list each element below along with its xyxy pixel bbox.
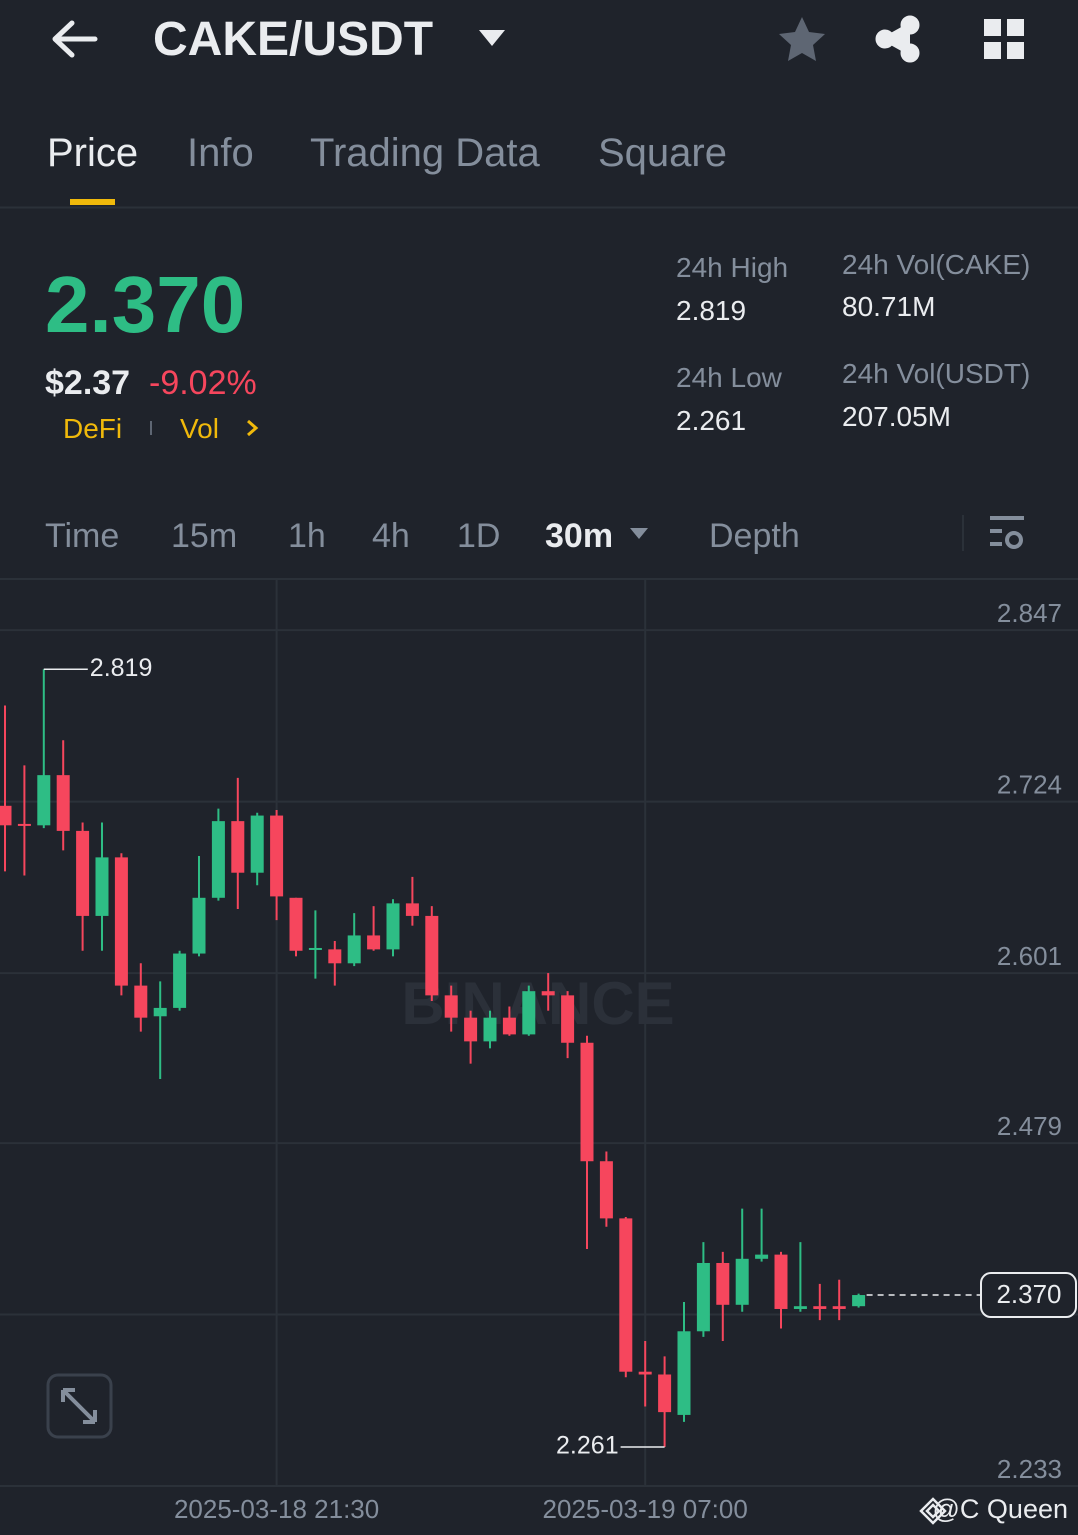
price-change: -9.02% — [149, 364, 257, 402]
candle-body — [405, 903, 419, 916]
share-button[interactable] — [875, 15, 920, 63]
interval[interactable]: 4h — [372, 517, 410, 555]
candle-body — [852, 1295, 866, 1307]
stat-label: 24h Low — [676, 362, 782, 393]
usd-price: $2.37 — [45, 364, 131, 402]
candle-body — [658, 1374, 672, 1413]
candle-body — [425, 915, 439, 996]
candle-body — [289, 897, 303, 951]
candle-body — [755, 1254, 769, 1259]
candle-body — [735, 1258, 749, 1305]
credit: @C Queen — [933, 1494, 1068, 1524]
tab[interactable]: Square — [598, 131, 727, 175]
candle-body — [793, 1306, 807, 1309]
x-tick-label: 2025-03-18 21:30 — [174, 1494, 379, 1524]
y-tick-label: 2.233 — [997, 1454, 1062, 1484]
chart-settings[interactable] — [990, 516, 1024, 549]
candle-body — [483, 1017, 497, 1042]
candle-body — [153, 1007, 167, 1017]
tab[interactable]: Trading Data — [310, 131, 540, 175]
candle-body — [173, 953, 187, 1008]
stat-label: 24h Vol(CAKE) — [842, 249, 1031, 280]
watermark: BINANCE — [401, 970, 674, 1037]
fullscreen-button[interactable] — [46, 1373, 113, 1439]
candle-body — [464, 1017, 478, 1042]
candle-body — [502, 1017, 516, 1035]
interval[interactable]: 1h — [288, 517, 326, 555]
pair-dropdown[interactable] — [479, 30, 505, 46]
last-price-box — [980, 1272, 1077, 1319]
low-label: 2.261 — [556, 1432, 619, 1460]
candle-body — [367, 935, 381, 950]
candlestick-chart: BINANCE @C Queen 2.847 2.724 2.601 2.479 2.3… — [0, 580, 1078, 1525]
candle-body — [774, 1254, 788, 1309]
pair-title[interactable]: CAKE/USDT — [153, 13, 434, 66]
y-tick-label: 2.601 — [997, 941, 1062, 971]
candle-body — [561, 995, 575, 1043]
back-button[interactable] — [52, 20, 98, 58]
candle-body — [696, 1262, 710, 1332]
tag[interactable]: DeFi — [63, 413, 123, 444]
last-price-label: 2.370 — [996, 1279, 1061, 1309]
interval-dropdown[interactable] — [630, 528, 648, 539]
candle-body — [192, 897, 206, 954]
candle-body — [677, 1331, 691, 1415]
candle-body — [522, 991, 536, 1035]
candle-body — [250, 815, 264, 873]
interval[interactable]: 1D — [457, 517, 501, 555]
candle-body — [813, 1306, 827, 1309]
candle-body — [211, 821, 225, 898]
interval[interactable]: Depth — [709, 517, 800, 555]
candle-body — [328, 949, 342, 964]
candle-body — [599, 1161, 613, 1219]
interval-active[interactable]: 30m — [545, 517, 614, 555]
x-tick-label: 2025-03-19 07:00 — [543, 1494, 748, 1524]
vol-chevron[interactable] — [247, 419, 259, 437]
candle-body — [386, 903, 400, 950]
y-tick-label: 2.847 — [997, 598, 1062, 628]
candle-body — [308, 947, 322, 950]
interval[interactable]: Time — [45, 517, 120, 555]
tab[interactable]: Info — [187, 131, 254, 175]
y-tick-label: 2.479 — [997, 1111, 1062, 1141]
tab-indicator — [70, 199, 115, 205]
tab[interactable]: Price — [47, 131, 139, 175]
stat-value: 80.71M — [842, 291, 936, 322]
grid — [0, 580, 1078, 1487]
candle-body — [37, 775, 51, 826]
high-label: 2.819 — [90, 654, 153, 682]
candle-body — [134, 985, 148, 1018]
candle-body — [716, 1262, 730, 1305]
stat-label: 24h Vol(USDT) — [842, 358, 1031, 389]
stat-value: 2.261 — [676, 405, 747, 436]
candle-body — [444, 995, 458, 1018]
candle-body — [580, 1042, 594, 1162]
credit-icon — [919, 1497, 947, 1525]
candle-body — [95, 857, 109, 916]
candle-body — [17, 823, 31, 826]
candle-body — [270, 815, 284, 897]
y-tick-label: 2.724 — [997, 769, 1062, 799]
stat-value: 2.819 — [676, 295, 747, 326]
candle-body — [638, 1371, 652, 1375]
menu-grid[interactable] — [984, 19, 1024, 59]
candle-body — [114, 857, 128, 986]
last-price: 2.370 — [45, 260, 246, 349]
favorite-star[interactable] — [779, 17, 825, 61]
candle-body — [56, 775, 70, 831]
candle-body — [76, 830, 90, 916]
interval[interactable]: 15m — [171, 517, 238, 555]
candle-body — [619, 1218, 633, 1372]
candle-body — [0, 805, 12, 826]
top-icons — [0, 15, 1078, 580]
candle-body — [541, 991, 555, 996]
stat-label: 24h High — [676, 252, 789, 283]
candle-body — [832, 1306, 846, 1309]
candle-body — [231, 821, 245, 873]
candle-body — [347, 935, 361, 964]
stat-value: 207.05M — [842, 401, 951, 432]
tag[interactable]: Vol — [180, 413, 219, 444]
